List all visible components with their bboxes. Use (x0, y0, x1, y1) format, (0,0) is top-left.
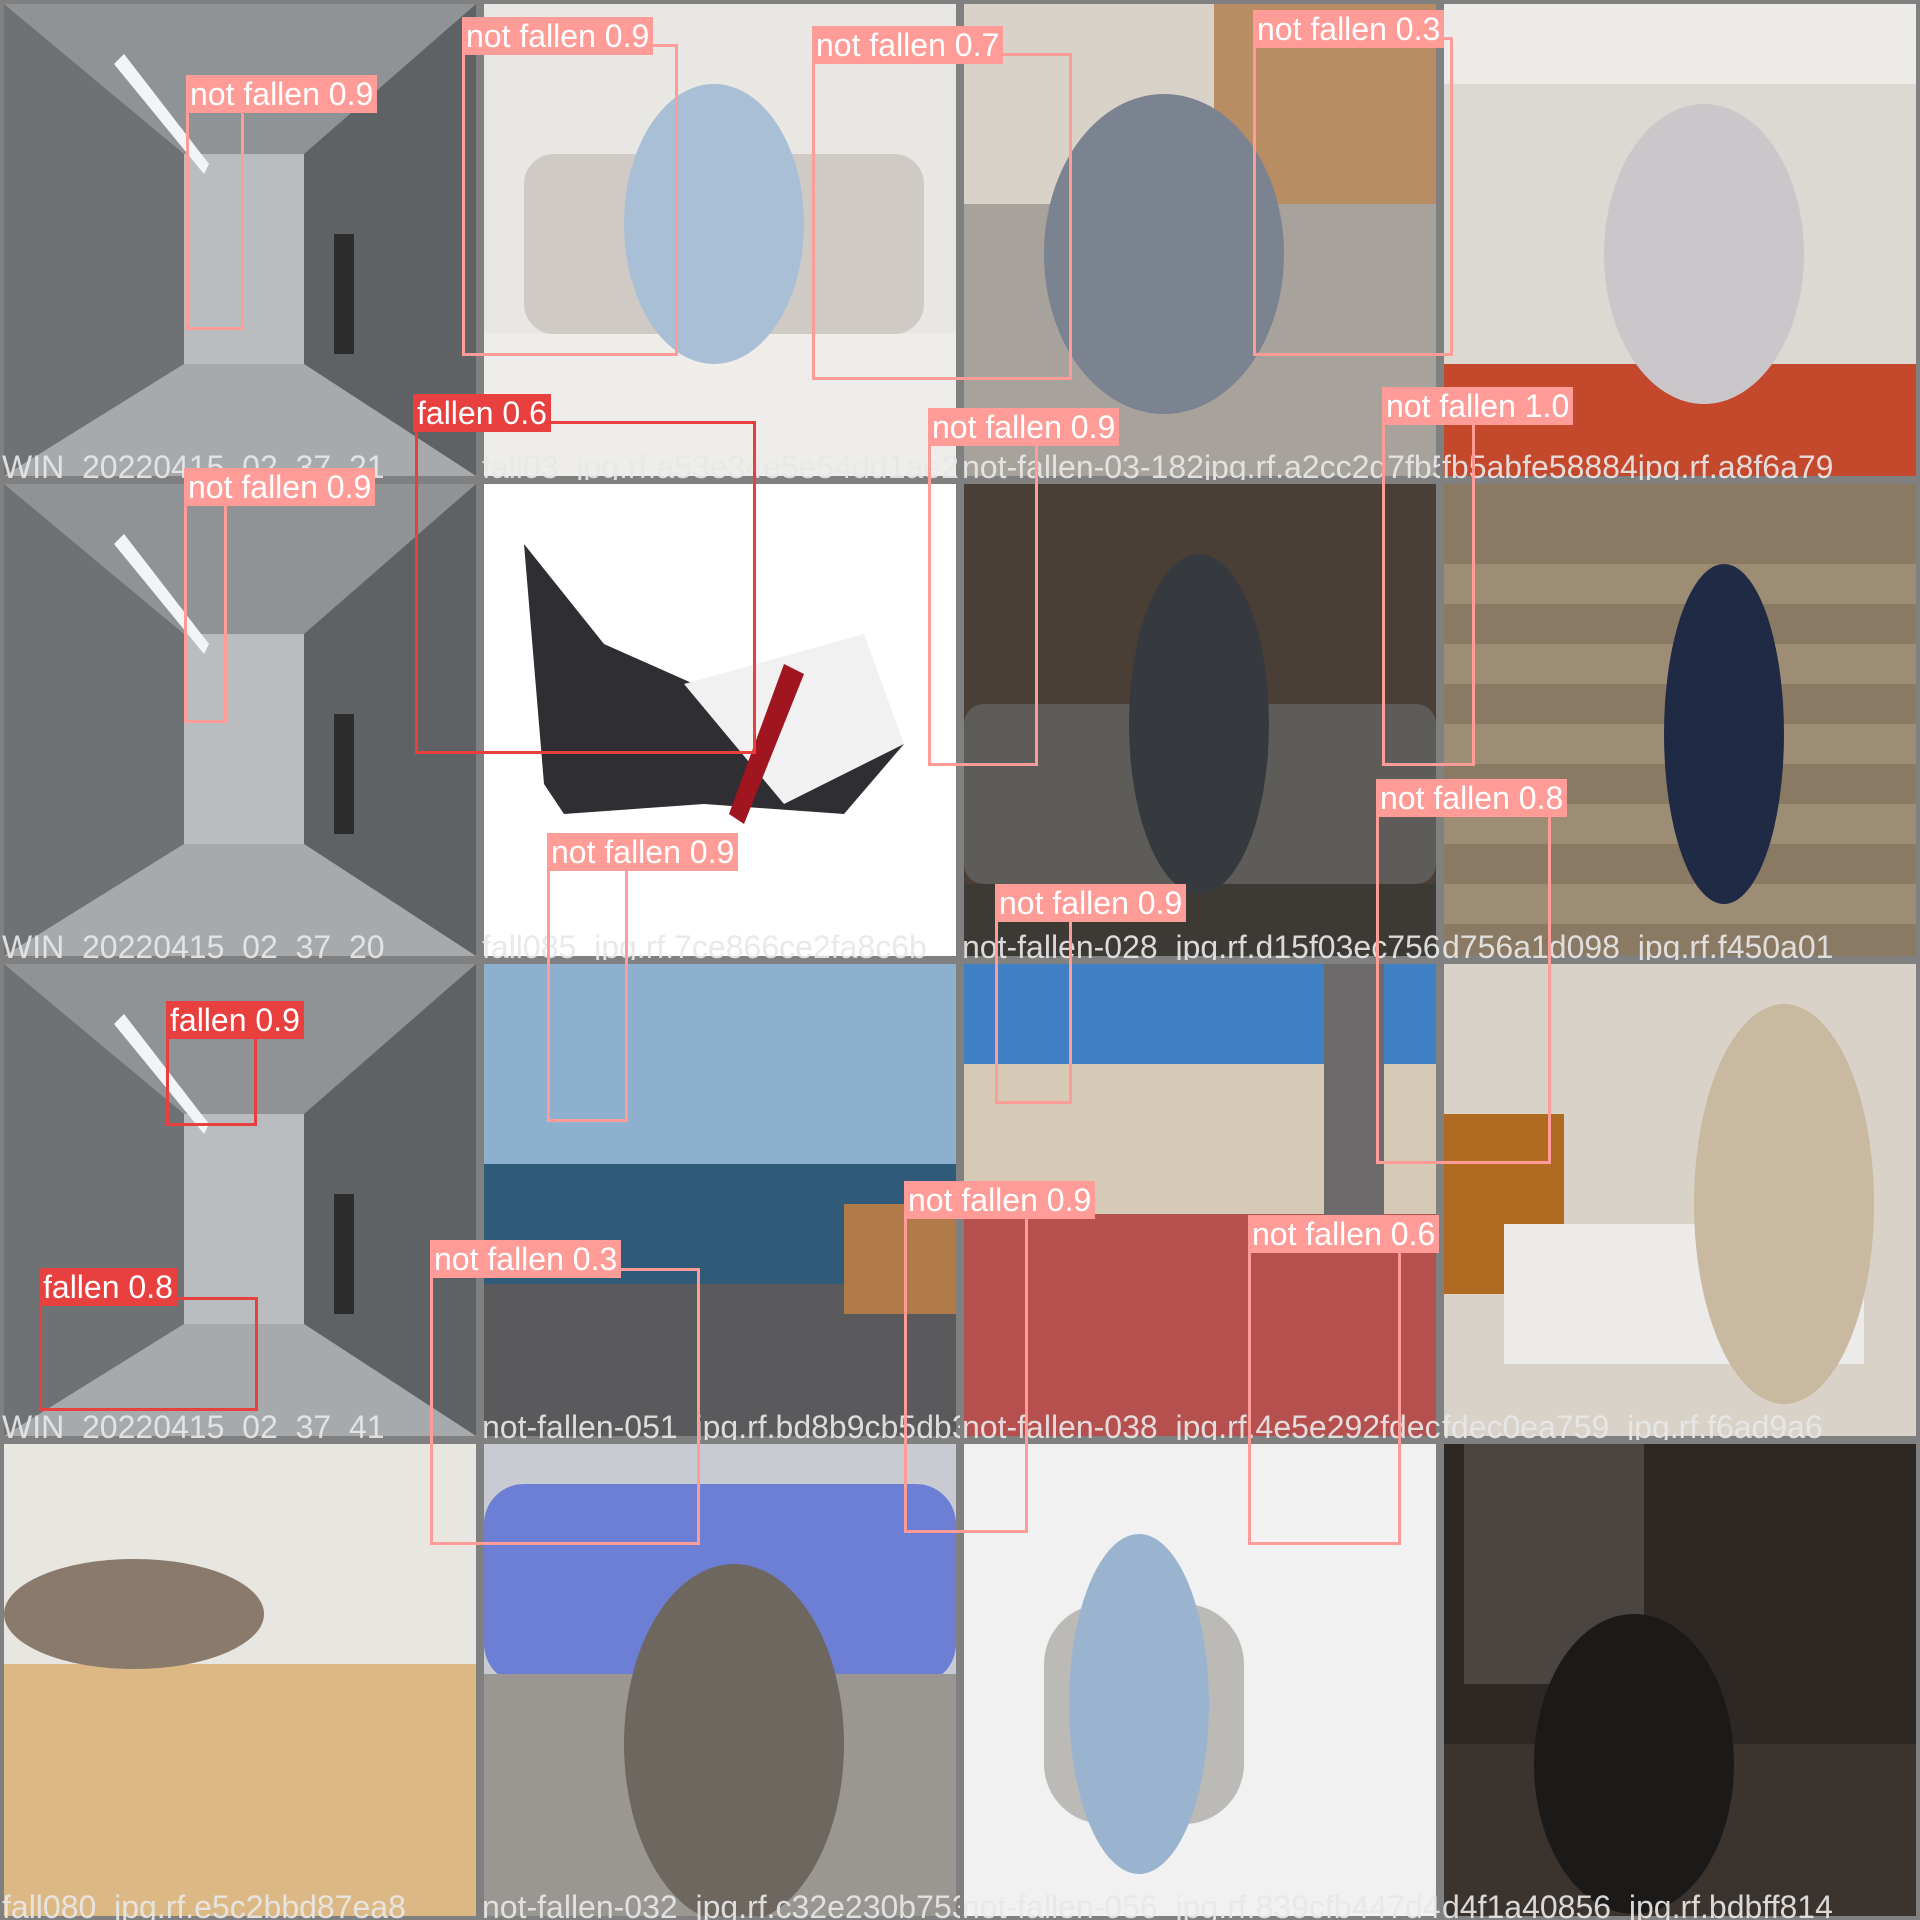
scene-photo (964, 964, 1436, 1436)
result-tile: d756a1d098_jpg.rf.f450a01 (1440, 480, 1920, 960)
detection-label: not fallen 0.6 (1248, 1215, 1440, 1253)
detection-box (1253, 37, 1453, 356)
result-tile: fall080_jpg.rf.e5c2bbd87ea8 (0, 1440, 480, 1920)
file-name-label: fdec0ea759_jpg.rf.f6ad9a6 (1442, 1409, 1823, 1440)
detection-box (1376, 807, 1551, 1164)
detection-label: not fallen 0.9 (995, 884, 1187, 922)
detection-box (462, 44, 678, 356)
detection-label: not fallen 0.9 (184, 468, 376, 506)
detection-label: not fallen 0.9 (186, 75, 378, 113)
file-name-label: not-fallen-056_jpg.rf.839cfb447d4f1a4085… (962, 1889, 1440, 1920)
file-name-label: fall03_jpg.rf.a53e34e5e54dd1ae2c5182jpg.… (482, 449, 960, 480)
file-name-label: fb5abfe58884jpg.rf.a8f6a79 (1442, 449, 1834, 480)
detection-box (166, 1030, 257, 1126)
detection-label: not fallen 0.3 (430, 1240, 622, 1278)
result-tile: fdec0ea759_jpg.rf.f6ad9a6 (1440, 960, 1920, 1440)
file-name-label: not-fallen-051_jpg.rf.bd8b9cb5db3a5a788_… (482, 1409, 960, 1440)
result-tile: not-fallen-051_jpg.rf.bd8b9cb5db3a5a788_… (480, 960, 960, 1440)
detection-box (904, 1209, 1028, 1533)
result-tile: fall03_jpg.rf.a53e34e5e54dd1ae2c5182jpg.… (480, 0, 960, 480)
file-name-label: WIN_20220415_02_37_20_ (2, 929, 403, 960)
scene-photo (484, 964, 956, 1436)
scene-photo (964, 1444, 1436, 1916)
detection-label: fallen 0.6 (413, 394, 551, 432)
detection-box (547, 861, 628, 1122)
file-name-label: fall080_jpg.rf.e5c2bbd87ea8 (2, 1889, 406, 1920)
file-name-label: d756a1d098_jpg.rf.f450a01 (1442, 929, 1834, 960)
detection-box (415, 421, 756, 754)
scene-photo (484, 4, 956, 476)
scene-photo (484, 484, 956, 956)
file-name-label: d4f1a40856_jpg.rf.bdbff814 (1442, 1889, 1833, 1920)
detection-box (184, 497, 227, 723)
file-name-label: not-fallen-028_jpg.rf.d15f03ec756a1d098_… (962, 929, 1440, 960)
result-tile: not-fallen-028_jpg.rf.d15f03ec756a1d098_… (960, 480, 1440, 960)
scene-photo (484, 1444, 956, 1916)
scene-photo (964, 484, 1436, 956)
detection-label: not fallen 0.8 (1376, 779, 1568, 817)
detection-label: not fallen 1.0 (1382, 387, 1574, 425)
detection-label: not fallen 0.7 (812, 26, 1004, 64)
file-name-label: WIN_20220415_02_37_41_ (2, 1409, 403, 1440)
result-tile: not-fallen-056_jpg.rf.839cfb447d4f1a4085… (960, 1440, 1440, 1920)
result-tile: not-fallen-032_jpg.rf.c32e230b753 (480, 1440, 960, 1920)
file-name-label: fall085_jpg.rf.7ce866ce2fa8c6b (482, 929, 927, 960)
result-tile: d4f1a40856_jpg.rf.bdbff814 (1440, 1440, 1920, 1920)
detection-label: not fallen 0.9 (462, 17, 654, 55)
detection-label: fallen 0.8 (39, 1268, 177, 1306)
result-tile: not-fallen-03-182jpg.rf.a2cc2d7fb5ab5884… (960, 0, 1440, 480)
file-name-label: not-fallen-038_jpg.rf.4e5e292fdec0ea759_… (962, 1409, 1440, 1440)
result-tile: fall085_jpg.rf.7ce866ce2fa8c6b (480, 480, 960, 960)
detection-box (39, 1297, 258, 1411)
file-name-label: not-fallen-03-182jpg.rf.a2cc2d7fb5ab5884… (962, 449, 1440, 480)
detection-label: not fallen 0.9 (547, 833, 739, 871)
scene-photo (964, 4, 1436, 476)
detection-label: not fallen 0.3 (1253, 10, 1445, 48)
scene-photo (4, 1444, 476, 1916)
detection-box (812, 53, 1072, 380)
detection-box (1248, 1244, 1401, 1545)
result-tile: WIN_20220415_02_37_20_ (0, 480, 480, 960)
detection-box (995, 912, 1072, 1104)
scene-photo (1444, 1444, 1916, 1916)
scene-photo (1444, 964, 1916, 1436)
detection-box (186, 104, 244, 330)
file-name-label: not-fallen-032_jpg.rf.c32e230b753 (482, 1889, 960, 1920)
detection-label: not fallen 0.9 (928, 408, 1120, 446)
scene-photo (1444, 484, 1916, 956)
detection-box (1382, 414, 1475, 766)
detection-box (928, 436, 1038, 766)
detection-label: fallen 0.9 (166, 1001, 304, 1039)
detection-box (430, 1268, 700, 1545)
scene-photo (4, 484, 476, 956)
detection-label: not fallen 0.9 (904, 1181, 1096, 1219)
